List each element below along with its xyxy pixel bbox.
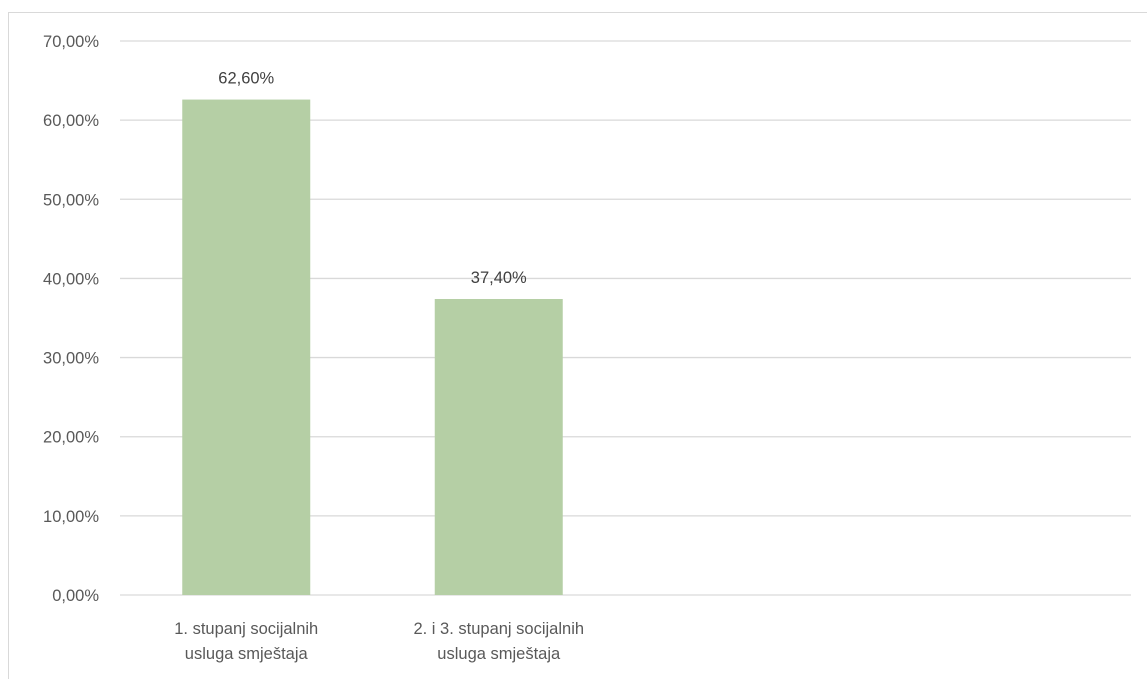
- y-tick-label: 70,00%: [43, 33, 99, 51]
- y-tick-label: 60,00%: [43, 112, 99, 130]
- y-tick-label: 30,00%: [43, 350, 99, 368]
- category-label: usluga smještaja: [437, 645, 561, 663]
- y-tick-label: 50,00%: [43, 191, 99, 209]
- category-label: 1. stupanj socijalnih: [174, 620, 318, 638]
- data-label: 62,60%: [218, 70, 274, 88]
- bar: [434, 299, 563, 595]
- category-label: usluga smještaja: [185, 645, 309, 663]
- y-tick-label: 10,00%: [43, 508, 99, 526]
- y-tick-label: 0,00%: [52, 587, 99, 605]
- y-tick-label: 40,00%: [43, 270, 99, 288]
- bar: [182, 99, 311, 596]
- y-tick-label: 20,00%: [43, 429, 99, 447]
- data-label: 37,40%: [471, 269, 527, 287]
- category-label: 2. i 3. stupanj socijalnih: [413, 620, 584, 638]
